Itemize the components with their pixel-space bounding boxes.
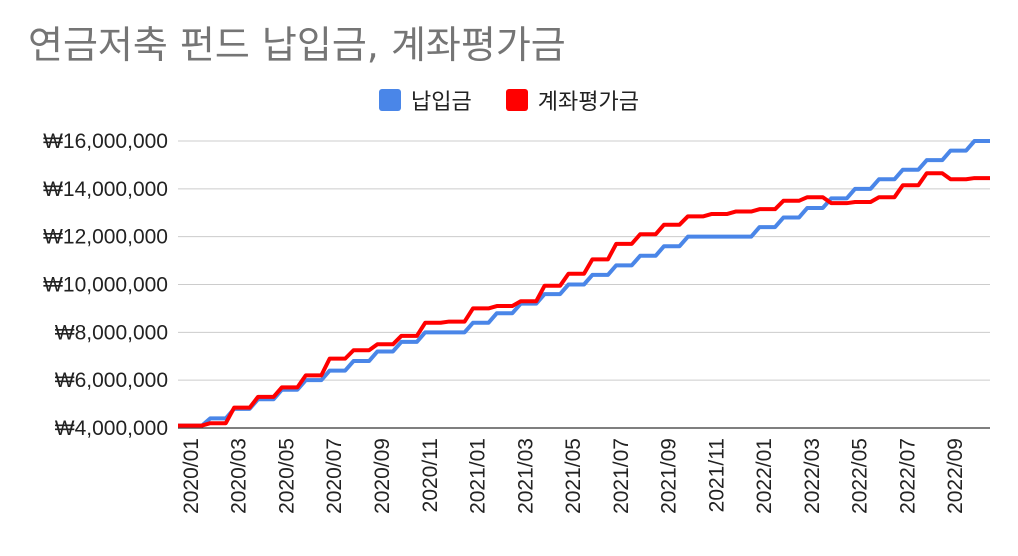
y-tick-label: ₩8,000,000 (55, 321, 168, 344)
x-tick-label: 2022/01 (753, 438, 776, 514)
x-tick-label: 2022/03 (801, 438, 824, 514)
y-tick-label: ₩6,000,000 (55, 369, 168, 392)
x-tick-label: 2022/09 (944, 438, 967, 514)
legend-label-valuation: 계좌평가금 (537, 90, 639, 115)
x-tick-label: 2022/07 (896, 438, 919, 514)
x-tick-label: 2020/07 (323, 438, 346, 514)
chart-title: 연금저축 펀드 납입금, 계좌평가금 (28, 23, 566, 67)
x-tick-label: 2020/03 (228, 438, 251, 514)
legend-label-paid: 납입금 (411, 90, 472, 115)
x-tick-label: 2021/07 (610, 438, 633, 514)
legend: 납입금 계좌평가금 (0, 84, 1018, 116)
x-tick-label: 2020/09 (371, 438, 394, 514)
x-tick-label: 2021/09 (658, 438, 681, 514)
series-line-paid (178, 139, 990, 428)
x-axis-ticks: 2020/01 2020/03 2020/05 2020/07 2020/09 2020/… (180, 438, 967, 514)
x-tick-label: 2020/05 (275, 438, 298, 514)
x-tick-label: 2021/01 (467, 438, 490, 514)
y-tick-label: ₩10,000,000 (43, 274, 168, 297)
x-tick-label: 2020/01 (180, 438, 203, 514)
x-tick-label: 2021/11 (705, 438, 728, 512)
y-tick-label: ₩14,000,000 (43, 178, 168, 201)
y-tick-label: ₩12,000,000 (43, 226, 168, 249)
x-tick-label: 2021/05 (562, 438, 585, 514)
y-tick-label: ₩16,000,000 (43, 130, 168, 153)
y-axis-ticks: ₩4,000,000 ₩6,000,000 ₩8,000,000 ₩10,000,00… (43, 130, 168, 440)
x-tick-label: 2021/03 (514, 438, 537, 514)
series-lines (178, 139, 990, 428)
legend-swatch-valuation (505, 89, 528, 111)
legend-item-paid: 납입금 (379, 84, 472, 116)
y-tick-label: ₩4,000,000 (55, 417, 168, 440)
legend-swatch-paid (379, 89, 402, 111)
x-tick-label: 2020/11 (419, 438, 442, 512)
series-line-valuation (178, 171, 990, 428)
legend-item-valuation: 계좌평가금 (505, 84, 639, 116)
x-tick-label: 2022/05 (849, 438, 872, 514)
